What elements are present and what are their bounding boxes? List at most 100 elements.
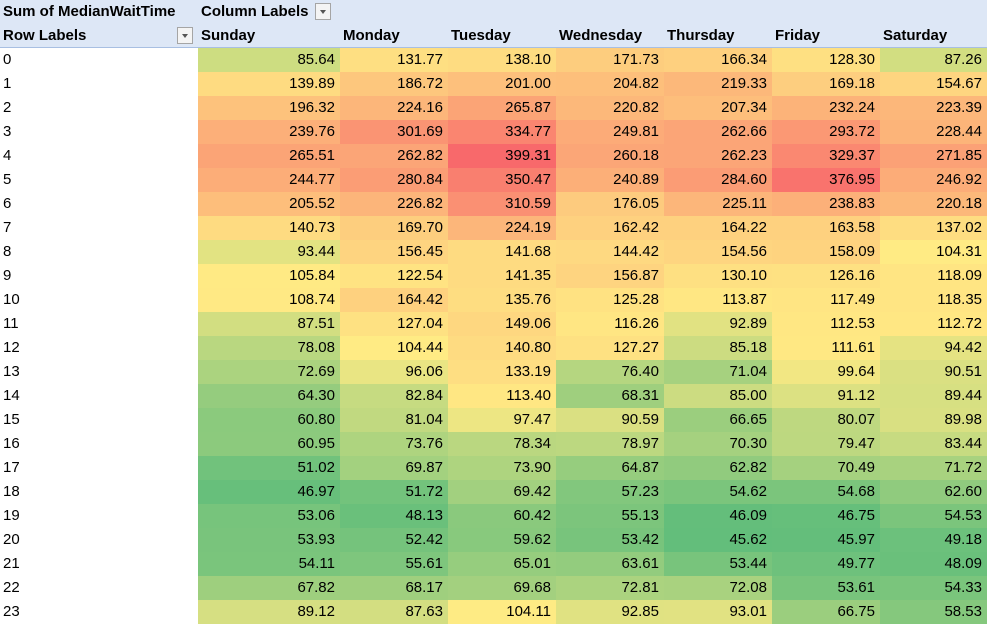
- value-cell[interactable]: 62.60: [880, 480, 987, 504]
- value-cell[interactable]: 70.49: [772, 456, 880, 480]
- value-cell[interactable]: 99.64: [772, 360, 880, 384]
- value-cell[interactable]: 60.80: [198, 408, 340, 432]
- value-cell[interactable]: 116.26: [556, 312, 664, 336]
- value-cell[interactable]: 73.76: [340, 432, 448, 456]
- row-label[interactable]: 5: [0, 168, 198, 192]
- value-cell[interactable]: 96.06: [340, 360, 448, 384]
- value-cell[interactable]: 85.00: [664, 384, 772, 408]
- column-header[interactable]: Wednesday: [556, 24, 664, 48]
- value-cell[interactable]: 135.76: [448, 288, 556, 312]
- value-cell[interactable]: 46.09: [664, 504, 772, 528]
- value-cell[interactable]: 89.12: [198, 600, 340, 624]
- value-cell[interactable]: 57.23: [556, 480, 664, 504]
- value-cell[interactable]: 138.10: [448, 48, 556, 72]
- column-header[interactable]: Saturday: [880, 24, 987, 48]
- value-cell[interactable]: 126.16: [772, 264, 880, 288]
- value-cell[interactable]: 67.82: [198, 576, 340, 600]
- row-label[interactable]: 18: [0, 480, 198, 504]
- value-cell[interactable]: 265.87: [448, 96, 556, 120]
- value-cell[interactable]: 133.19: [448, 360, 556, 384]
- value-cell[interactable]: 280.84: [340, 168, 448, 192]
- value-cell[interactable]: 54.62: [664, 480, 772, 504]
- value-cell[interactable]: 64.30: [198, 384, 340, 408]
- column-header[interactable]: Thursday: [664, 24, 772, 48]
- value-cell[interactable]: 220.18: [880, 192, 987, 216]
- value-cell[interactable]: 158.09: [772, 240, 880, 264]
- value-cell[interactable]: 164.42: [340, 288, 448, 312]
- value-cell[interactable]: 149.06: [448, 312, 556, 336]
- value-cell[interactable]: 104.31: [880, 240, 987, 264]
- value-cell[interactable]: 164.22: [664, 216, 772, 240]
- value-cell[interactable]: 226.82: [340, 192, 448, 216]
- value-cell[interactable]: 87.26: [880, 48, 987, 72]
- value-cell[interactable]: 156.45: [340, 240, 448, 264]
- value-cell[interactable]: 76.40: [556, 360, 664, 384]
- value-cell[interactable]: 127.27: [556, 336, 664, 360]
- value-cell[interactable]: 154.67: [880, 72, 987, 96]
- value-cell[interactable]: 54.53: [880, 504, 987, 528]
- value-cell[interactable]: 399.31: [448, 144, 556, 168]
- value-cell[interactable]: 141.68: [448, 240, 556, 264]
- row-label[interactable]: 3: [0, 120, 198, 144]
- row-label[interactable]: 0: [0, 48, 198, 72]
- value-cell[interactable]: 240.89: [556, 168, 664, 192]
- value-cell[interactable]: 69.42: [448, 480, 556, 504]
- value-cell[interactable]: 334.77: [448, 120, 556, 144]
- row-label[interactable]: 22: [0, 576, 198, 600]
- value-cell[interactable]: 232.24: [772, 96, 880, 120]
- value-cell[interactable]: 376.95: [772, 168, 880, 192]
- value-cell[interactable]: 201.00: [448, 72, 556, 96]
- value-cell[interactable]: 71.72: [880, 456, 987, 480]
- value-cell[interactable]: 224.19: [448, 216, 556, 240]
- value-cell[interactable]: 111.61: [772, 336, 880, 360]
- value-cell[interactable]: 69.87: [340, 456, 448, 480]
- value-cell[interactable]: 156.87: [556, 264, 664, 288]
- value-cell[interactable]: 205.52: [198, 192, 340, 216]
- column-labels-header[interactable]: Column Labels: [198, 0, 987, 24]
- value-cell[interactable]: 72.69: [198, 360, 340, 384]
- value-cell[interactable]: 140.80: [448, 336, 556, 360]
- value-cell[interactable]: 262.82: [340, 144, 448, 168]
- value-cell[interactable]: 51.02: [198, 456, 340, 480]
- value-cell[interactable]: 59.62: [448, 528, 556, 552]
- value-cell[interactable]: 144.42: [556, 240, 664, 264]
- column-header[interactable]: Monday: [340, 24, 448, 48]
- column-header[interactable]: Tuesday: [448, 24, 556, 48]
- value-cell[interactable]: 45.62: [664, 528, 772, 552]
- value-cell[interactable]: 169.70: [340, 216, 448, 240]
- value-cell[interactable]: 53.42: [556, 528, 664, 552]
- value-cell[interactable]: 207.34: [664, 96, 772, 120]
- value-cell[interactable]: 244.77: [198, 168, 340, 192]
- value-cell[interactable]: 49.18: [880, 528, 987, 552]
- value-cell[interactable]: 186.72: [340, 72, 448, 96]
- row-label[interactable]: 20: [0, 528, 198, 552]
- value-cell[interactable]: 53.44: [664, 552, 772, 576]
- value-cell[interactable]: 87.63: [340, 600, 448, 624]
- value-cell[interactable]: 284.60: [664, 168, 772, 192]
- value-cell[interactable]: 130.10: [664, 264, 772, 288]
- value-cell[interactable]: 78.34: [448, 432, 556, 456]
- value-cell[interactable]: 113.40: [448, 384, 556, 408]
- value-cell[interactable]: 127.04: [340, 312, 448, 336]
- value-cell[interactable]: 293.72: [772, 120, 880, 144]
- value-cell[interactable]: 66.75: [772, 600, 880, 624]
- value-cell[interactable]: 70.30: [664, 432, 772, 456]
- value-cell[interactable]: 104.44: [340, 336, 448, 360]
- value-cell[interactable]: 48.09: [880, 552, 987, 576]
- value-cell[interactable]: 118.09: [880, 264, 987, 288]
- value-cell[interactable]: 238.83: [772, 192, 880, 216]
- value-cell[interactable]: 125.28: [556, 288, 664, 312]
- value-cell[interactable]: 46.75: [772, 504, 880, 528]
- value-cell[interactable]: 128.30: [772, 48, 880, 72]
- column-header[interactable]: Friday: [772, 24, 880, 48]
- value-cell[interactable]: 271.85: [880, 144, 987, 168]
- row-label[interactable]: 13: [0, 360, 198, 384]
- value-field-header[interactable]: Sum of MedianWaitTime: [0, 0, 198, 24]
- value-cell[interactable]: 112.53: [772, 312, 880, 336]
- row-label[interactable]: 16: [0, 432, 198, 456]
- value-cell[interactable]: 72.08: [664, 576, 772, 600]
- value-cell[interactable]: 93.44: [198, 240, 340, 264]
- value-cell[interactable]: 262.23: [664, 144, 772, 168]
- row-label[interactable]: 2: [0, 96, 198, 120]
- value-cell[interactable]: 228.44: [880, 120, 987, 144]
